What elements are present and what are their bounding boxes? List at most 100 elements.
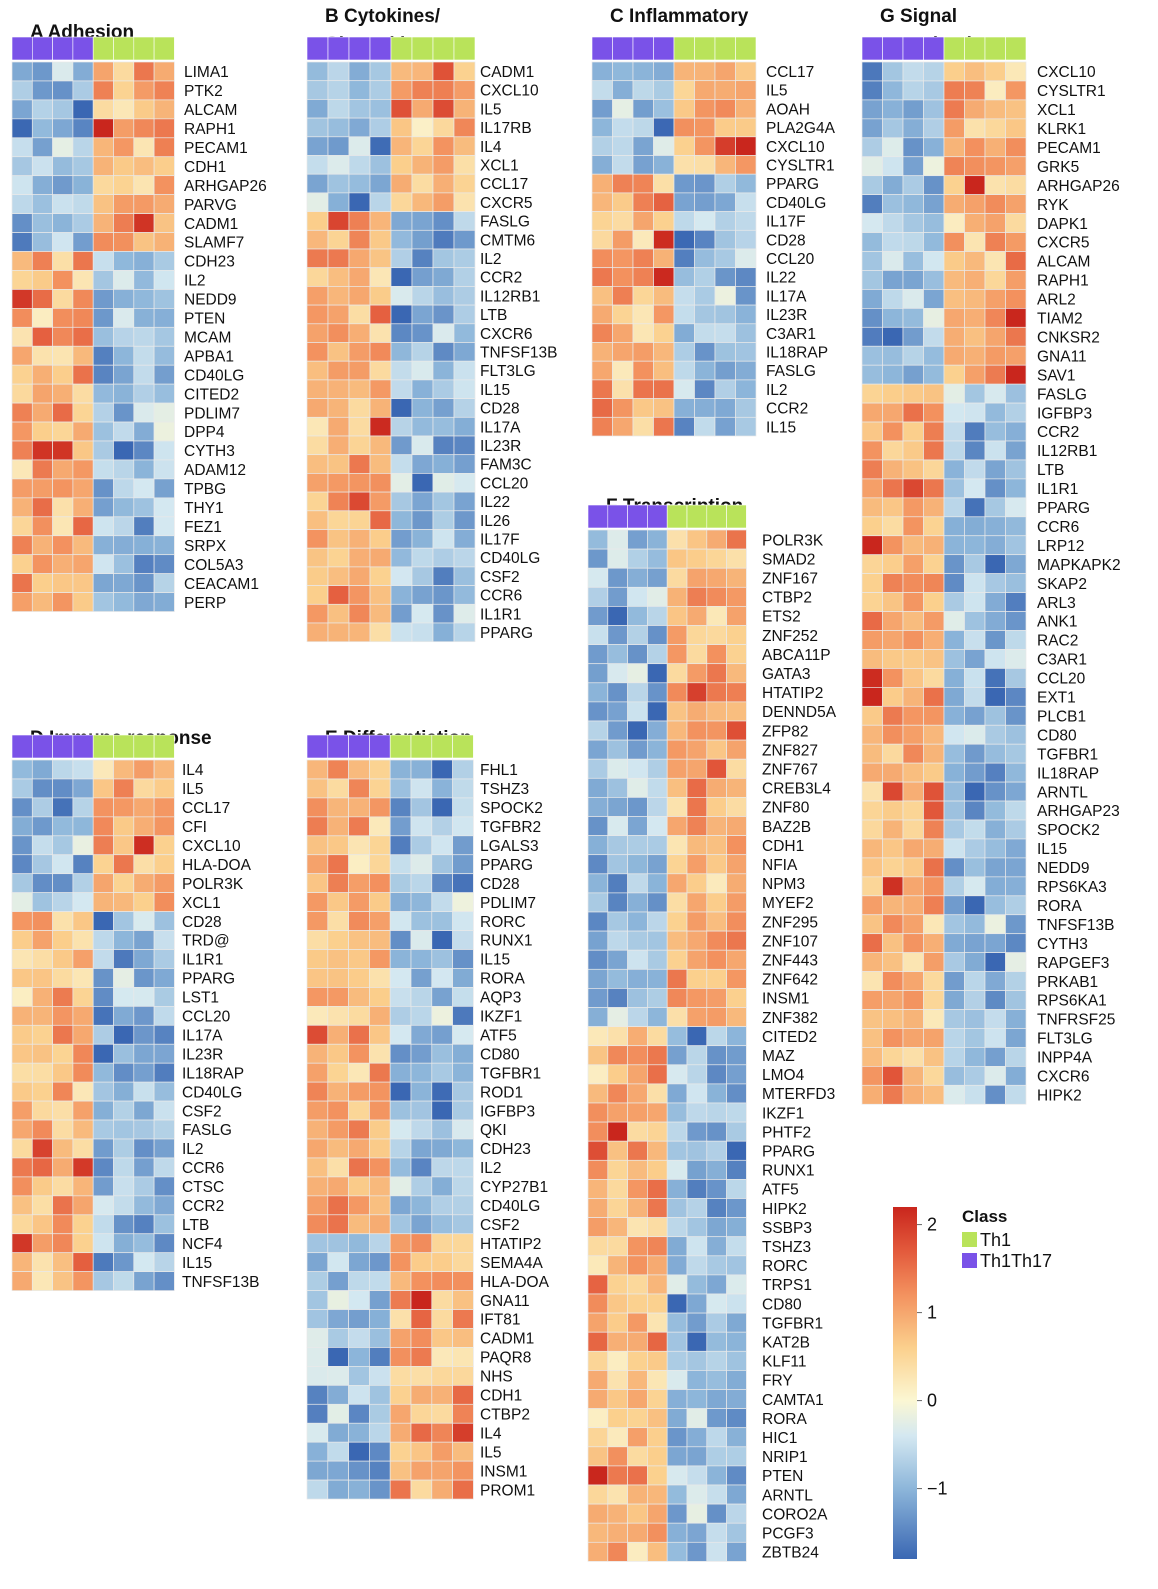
heatmap-cell (943, 99, 965, 120)
heatmap-cell (113, 364, 135, 385)
gene-label: CORO2A (762, 1506, 828, 1523)
heatmap-cell (587, 1408, 609, 1429)
heatmap-cell (348, 510, 371, 530)
heatmap-cell (327, 1290, 349, 1310)
gene-label: PTK2 (184, 83, 223, 100)
heatmap-cell (861, 364, 883, 385)
heatmap-cell (52, 118, 74, 139)
gene-label: IL15 (182, 1255, 212, 1272)
heatmap-cell (452, 968, 474, 988)
heatmap-cell (369, 1403, 391, 1424)
heatmap-cell (369, 248, 392, 269)
heatmap-cell (1005, 838, 1027, 859)
heatmap-cell (861, 630, 883, 650)
class-bar-cell (52, 36, 74, 61)
heatmap-cell (327, 816, 349, 837)
heatmap-cell (52, 289, 74, 309)
heatmap-cell (607, 529, 628, 550)
heatmap-cell (666, 1007, 688, 1027)
heatmap-cell (964, 326, 986, 347)
heatmap-cell (943, 61, 965, 82)
heatmap-cell (984, 137, 1006, 158)
heatmap-cell (369, 1176, 391, 1197)
heatmap-cell (452, 987, 474, 1007)
heatmap-cell (612, 379, 634, 399)
heatmap-cell (587, 1484, 609, 1505)
heatmap-cell (306, 911, 329, 931)
heatmap-cell (52, 251, 74, 271)
heatmap-cell (1005, 971, 1027, 991)
gene-label: KAT2B (762, 1334, 810, 1351)
heatmap-cell (984, 232, 1006, 252)
heatmap-cell (452, 949, 474, 969)
heatmap-cell (52, 1157, 74, 1178)
heatmap-cell (612, 173, 634, 194)
heatmap-cell (591, 99, 613, 119)
heatmap-cell (31, 137, 53, 158)
gene-label: LTB (182, 1217, 209, 1234)
class-bar-cell (861, 36, 883, 61)
heatmap-cell (607, 1140, 628, 1161)
class-bar-cell (52, 734, 74, 759)
heatmap-cell (726, 720, 747, 741)
heatmap-cell (587, 1255, 609, 1276)
heatmap-cell (861, 289, 883, 309)
heatmap-cell (943, 1047, 965, 1067)
heatmap-cell (31, 1005, 53, 1026)
heatmap-cell (1005, 762, 1027, 783)
heatmap-cell (153, 759, 175, 780)
heatmap-cell (348, 342, 371, 362)
heatmap-cell (327, 1081, 349, 1102)
heatmap-cell (861, 668, 883, 688)
heatmap-cell (153, 345, 175, 366)
heatmap-cell (153, 1043, 175, 1064)
heatmap-cell (348, 61, 371, 82)
heatmap-cell (31, 1271, 53, 1291)
heatmap-cell (410, 1005, 433, 1026)
heatmap-cell (943, 459, 965, 480)
heatmap-cell (943, 156, 965, 177)
heatmap-cell (735, 398, 757, 418)
heatmap-cell (410, 1081, 433, 1102)
heatmap-cell (627, 1541, 648, 1562)
heatmap-cell (113, 835, 135, 856)
heatmap-cell (673, 229, 695, 250)
heatmap-cell (431, 1005, 453, 1026)
heatmap-cell (410, 930, 433, 950)
heatmap-cell (306, 286, 329, 306)
heatmap-cell (52, 194, 74, 214)
heatmap-cell (389, 1100, 412, 1121)
heatmap-cell (327, 491, 350, 512)
heatmap-cell (632, 323, 654, 343)
heatmap-cell (882, 251, 904, 271)
heatmap-cell (964, 668, 986, 688)
heatmap-cell (923, 819, 945, 840)
heatmap-cell (686, 1083, 708, 1104)
heatmap-cell (686, 835, 708, 856)
heatmap-cell (587, 1503, 609, 1524)
heatmap-cell (390, 286, 413, 306)
heatmap-cell (306, 1441, 329, 1462)
heatmap-cell (587, 606, 609, 626)
heatmap-cell (327, 603, 350, 624)
heatmap-cell (882, 118, 904, 139)
heatmap-cell (390, 136, 413, 156)
heatmap-cell (92, 949, 114, 969)
gene-label: XCL1 (182, 895, 221, 912)
class-bar-cell (31, 734, 53, 759)
gene-label: FLT3LG (1037, 1031, 1093, 1048)
heatmap-cell (861, 933, 883, 954)
heatmap-cell (11, 968, 33, 988)
heatmap-cell (591, 117, 613, 138)
heatmap-cell (882, 554, 904, 575)
heatmap-cell (943, 838, 965, 859)
heatmap-cell (31, 1062, 53, 1083)
heatmap-cell (984, 289, 1006, 309)
gene-label: ARNTL (1037, 784, 1088, 801)
heatmap-cell (923, 383, 945, 404)
heatmap-cell (984, 838, 1006, 859)
heatmap-cell (92, 364, 114, 385)
heatmap-cell (327, 1252, 349, 1272)
heatmap-cell (348, 1384, 370, 1405)
heatmap-cell (389, 949, 412, 969)
